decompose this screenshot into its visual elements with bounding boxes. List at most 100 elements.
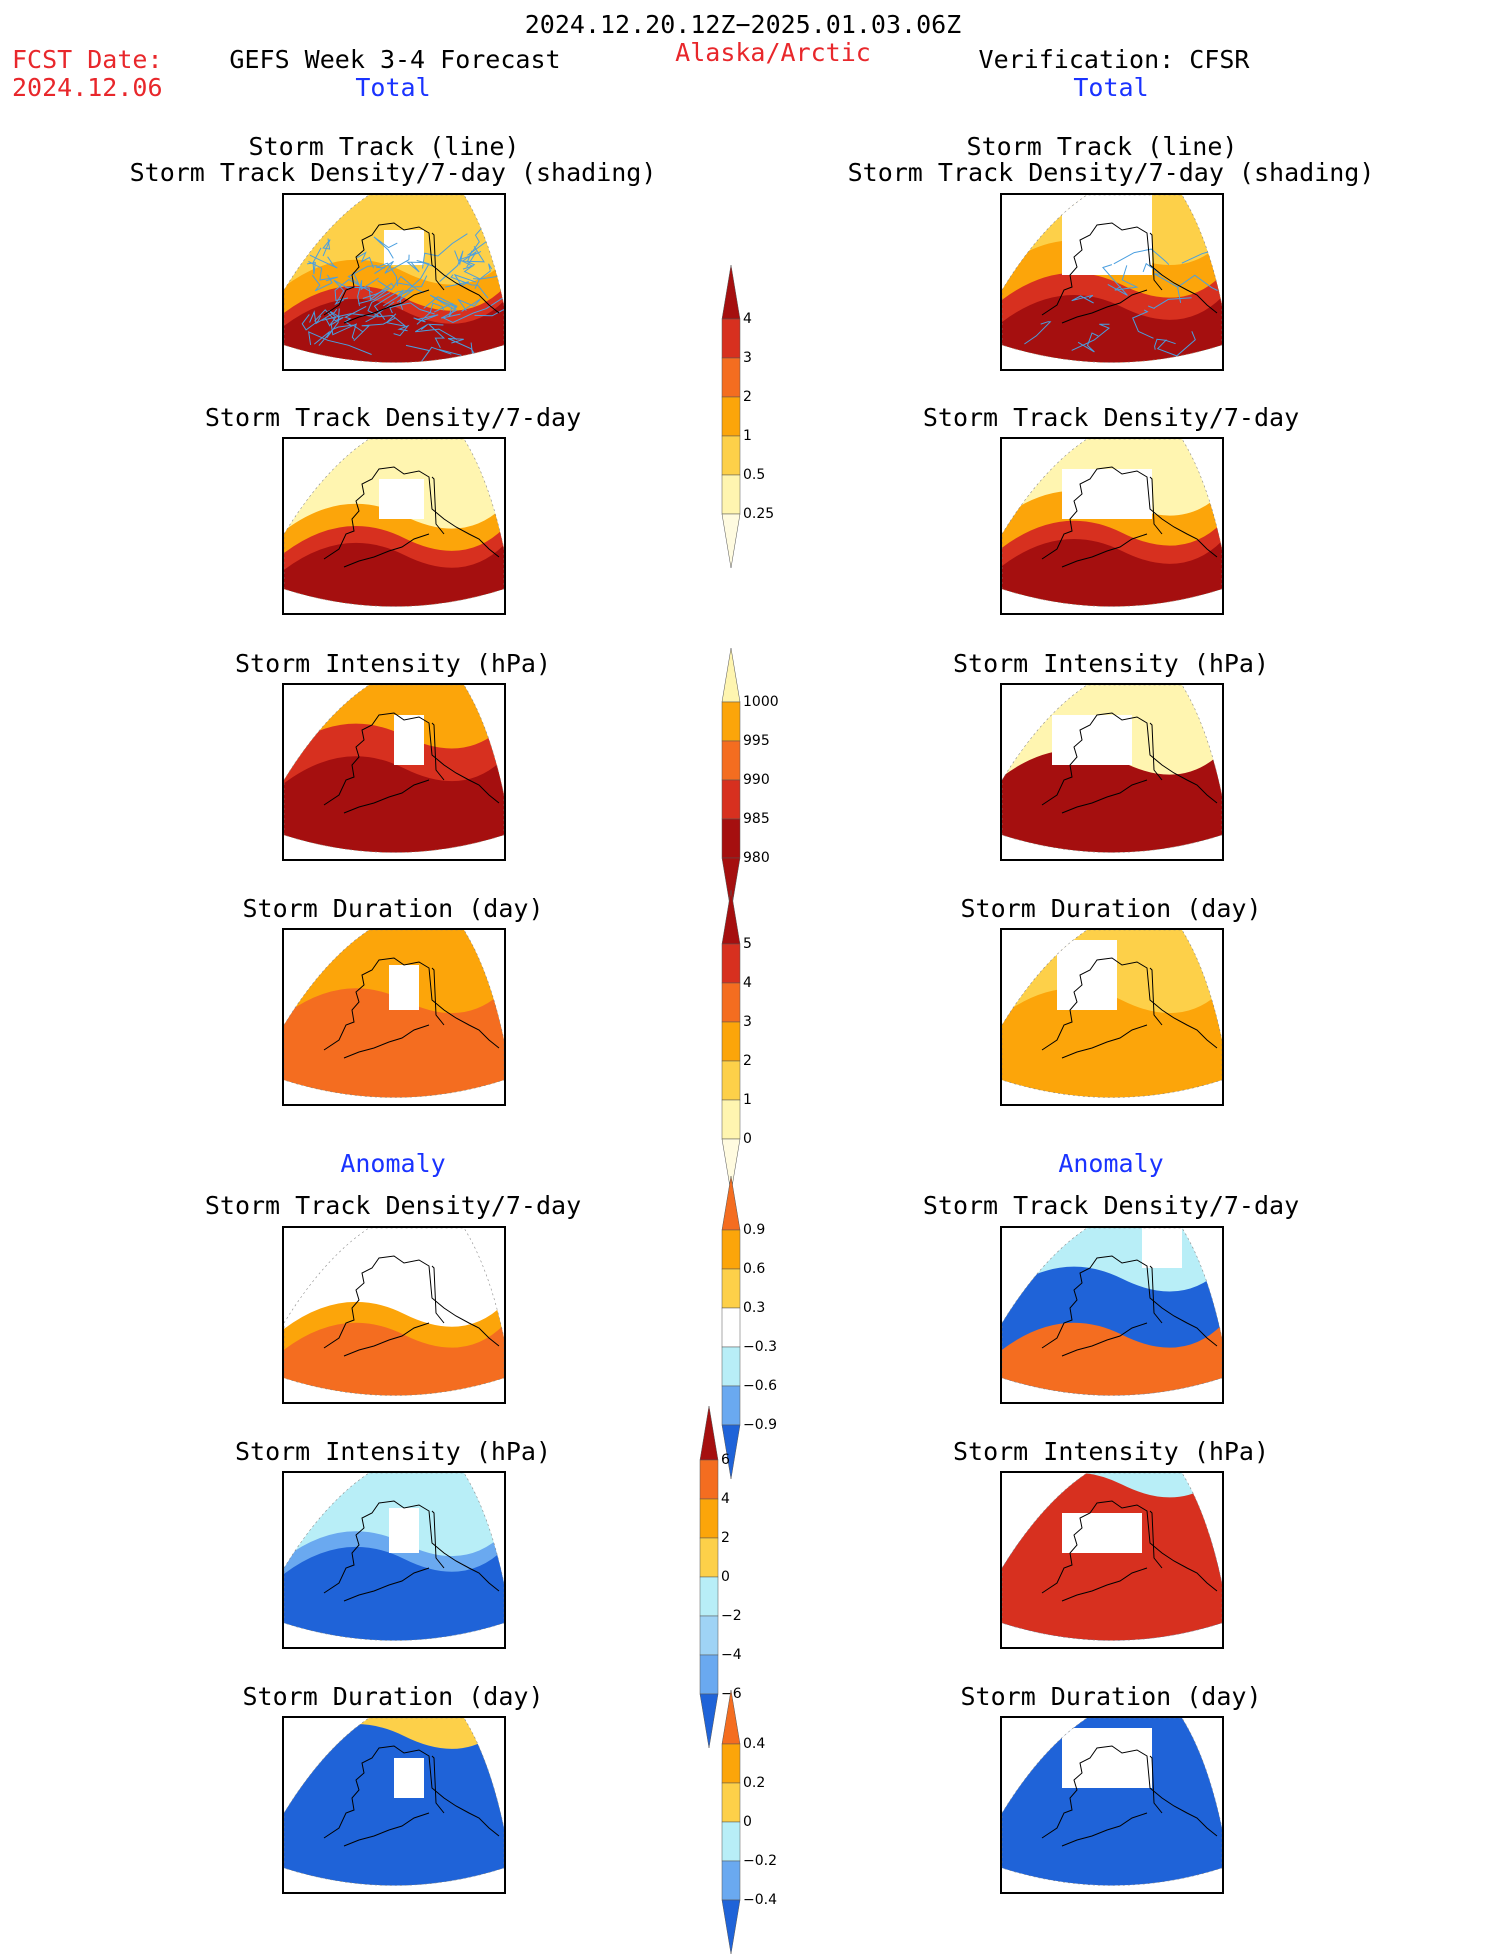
colorbar-density_total-swatch (721, 396, 741, 437)
colorbar-intensity_total-swatch (721, 740, 741, 781)
map-right-intensity (1000, 683, 1224, 861)
colorbar-intensity_anom-label: 4 (721, 1491, 730, 1507)
colorbar-intensity_total-label: 1000 (743, 694, 779, 710)
right-intensity-anom-title: Storm Intensity (hPa) (952, 1437, 1270, 1466)
fcst-date-value: 2024.12.06 (12, 73, 163, 102)
map-left-intensity (282, 683, 506, 861)
colorbar-density-total: 4 3 2 1 0.5 0.25 (720, 264, 774, 572)
map-left-duration-anom-field (284, 1718, 504, 1886)
colorbar-duration_total-label: 1 (743, 1092, 752, 1108)
colorbar-duration_total-swatches (721, 889, 741, 1194)
map-left-duration-anom (282, 1716, 506, 1894)
colorbar-duration_total-label: 4 (743, 975, 752, 991)
anomaly-heading-left: Anomaly (340, 1149, 446, 1178)
colorbar-density_total-label: 1 (743, 428, 752, 444)
map-left-density-field (284, 439, 504, 607)
colorbar-intensity_anom-swatches (699, 1405, 719, 1749)
map-left-intensity-anom (282, 1471, 506, 1649)
colorbar-density_anom-label: −0.9 (743, 1417, 777, 1433)
map-left-track-field (284, 195, 504, 363)
map-left-duration-field (284, 930, 504, 1098)
fcst-date-label: FCST Date: (12, 45, 163, 74)
right-duration-anom-title: Storm Duration (day) (960, 1682, 1262, 1711)
right-intensity-title: Storm Intensity (hPa) (952, 649, 1270, 678)
total-heading-right: Total (1073, 73, 1149, 102)
map-left-track (282, 193, 506, 371)
map-left-density-anom-field (284, 1228, 504, 1396)
right-track-shading-title: Storm Track Density/7-day (shading) (847, 158, 1375, 187)
map-right-duration-anom-field (1002, 1718, 1222, 1886)
colorbar-duration_anom-label: 0.4 (743, 1736, 766, 1752)
colorbar-density_anom-swatch (721, 1346, 741, 1387)
verification-title: Verification: CFSR (978, 45, 1250, 74)
right-duration-title: Storm Duration (day) (960, 894, 1262, 923)
map-right-density-anom-field (1002, 1228, 1222, 1396)
colorbar-duration_anom-swatches (721, 1689, 741, 1955)
colorbar-duration_anom-swatch (721, 1743, 741, 1784)
anomaly-heading-right: Anomaly (1058, 1149, 1164, 1178)
colorbar-duration_anom-swatch (721, 1821, 741, 1862)
colorbar-density_anom-swatch (721, 1424, 741, 1480)
colorbar-duration_anom-swatch (721, 1899, 741, 1955)
date-range-title: 2024.12.20.12Z−2025.01.03.06Z (524, 10, 962, 39)
colorbar-intensity_total-label: 985 (743, 811, 770, 827)
right-density-title: Storm Track Density/7-day (922, 403, 1300, 432)
colorbar-duration_anom-swatch (721, 1782, 741, 1823)
left-density-title: Storm Track Density/7-day (204, 403, 582, 432)
colorbar-intensity_total-label: 990 (743, 772, 770, 788)
colorbar-density_anom-label: −0.3 (743, 1339, 777, 1355)
colorbar-intensity_total-swatch (721, 818, 741, 859)
map-right-duration-field (1002, 930, 1222, 1098)
right-density-anom-title: Storm Track Density/7-day (922, 1191, 1300, 1220)
left-track-line-title: Storm Track (line) (248, 132, 520, 161)
colorbar-density_total-swatches (721, 264, 741, 569)
colorbar-intensity_anom-swatch (699, 1654, 719, 1695)
map-right-track-field (1002, 195, 1222, 363)
colorbar-density_total-label: 3 (743, 350, 752, 366)
colorbar-duration_total-swatch (721, 1060, 741, 1101)
colorbar-intensity_anom-swatch (699, 1405, 719, 1461)
colorbar-duration_total-swatch (721, 943, 741, 984)
colorbar-duration-anom: 0.4 0.2 0 −0.2 −0.4 (720, 1689, 777, 1958)
colorbar-intensity_anom-label: −4 (721, 1647, 742, 1663)
colorbar-density_anom-swatch (721, 1175, 741, 1231)
colorbar-intensity_anom-label: 0 (721, 1569, 730, 1585)
colorbar-duration_total-label: 3 (743, 1014, 752, 1030)
colorbar-density_total-swatch (721, 513, 741, 569)
map-right-track (1000, 193, 1224, 371)
map-left-density-anom (282, 1226, 506, 1404)
colorbar-intensity-total: 1000 995 990 985 980 (720, 647, 779, 916)
colorbar-density_anom-label: 0.6 (743, 1261, 766, 1277)
colorbar-duration_total-label: 5 (743, 936, 752, 952)
colorbar-density_total-label: 0.25 (743, 506, 775, 522)
colorbar-density_anom-swatch (721, 1229, 741, 1270)
colorbar-intensity_anom-swatch (699, 1615, 719, 1656)
colorbar-intensity_total-label: 980 (743, 850, 770, 866)
colorbar-density_anom-swatches (721, 1175, 741, 1480)
colorbar-intensity_anom-swatch (699, 1537, 719, 1578)
colorbar-intensity_total-swatches (721, 647, 741, 913)
colorbar-density_anom-swatch (721, 1385, 741, 1426)
map-right-duration-anom (1000, 1716, 1224, 1894)
colorbar-duration-total: 5 4 3 2 1 0 (720, 889, 752, 1197)
map-right-intensity-anom (1000, 1471, 1224, 1649)
colorbar-duration_anom-swatch (721, 1689, 741, 1745)
map-right-density-anom (1000, 1226, 1224, 1404)
map-right-density-field (1002, 439, 1222, 607)
colorbar-intensity_total-swatch (721, 779, 741, 820)
colorbar-duration_total-swatch (721, 1021, 741, 1062)
left-duration-anom-title: Storm Duration (day) (242, 1682, 544, 1711)
colorbar-intensity_total-swatch (721, 647, 741, 703)
colorbar-intensity_anom-swatch (699, 1459, 719, 1500)
map-right-intensity-field (1002, 685, 1222, 853)
colorbar-intensity_total-swatch (721, 857, 741, 913)
colorbar-density_total-swatch (721, 435, 741, 476)
colorbar-duration_anom-label: 0.2 (743, 1775, 766, 1791)
colorbar-density_anom-swatch (721, 1268, 741, 1309)
colorbar-density_anom-label: 0.3 (743, 1300, 766, 1316)
colorbar-density_total-swatch (721, 357, 741, 398)
region-title: Alaska/Arctic (675, 38, 871, 67)
colorbar-intensity_anom-swatch (699, 1693, 719, 1749)
map-left-intensity-anom-field (284, 1473, 504, 1641)
